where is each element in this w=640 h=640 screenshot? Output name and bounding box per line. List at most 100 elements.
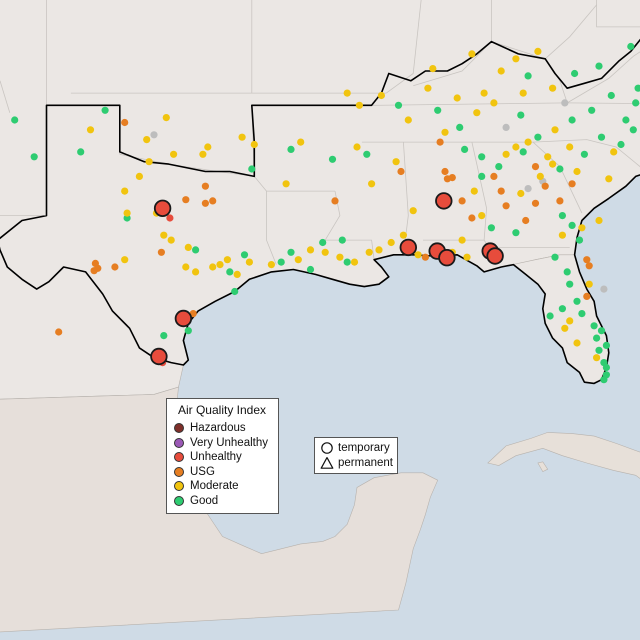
monitor-point-usg[interactable] bbox=[182, 196, 190, 204]
monitor-point-usg[interactable] bbox=[201, 182, 209, 190]
monitor-point-moderate[interactable] bbox=[377, 91, 385, 100]
monitor-point-moderate[interactable] bbox=[549, 160, 557, 168]
monitor-point-good[interactable] bbox=[487, 224, 495, 232]
monitor-point-moderate[interactable] bbox=[145, 158, 153, 166]
monitor-point-good[interactable] bbox=[456, 123, 464, 131]
monitor-point-good[interactable] bbox=[632, 99, 640, 107]
monitor-point-good[interactable] bbox=[563, 268, 571, 276]
monitor-point-moderate[interactable] bbox=[517, 189, 525, 198]
monitor-point-moderate[interactable] bbox=[216, 261, 224, 269]
monitor-point-good[interactable] bbox=[517, 111, 525, 119]
monitor-point-moderate[interactable] bbox=[566, 143, 574, 151]
monitor-point-usg[interactable] bbox=[157, 248, 165, 256]
monitor-point-no-data[interactable] bbox=[502, 123, 510, 131]
monitor-point-usg[interactable] bbox=[568, 180, 576, 188]
monitor-point-good[interactable] bbox=[495, 163, 503, 171]
monitor-point-unhealthy-temporary[interactable] bbox=[438, 249, 456, 267]
monitor-point-good[interactable] bbox=[512, 229, 520, 237]
monitor-point-moderate[interactable] bbox=[184, 243, 192, 251]
monitor-point-good[interactable] bbox=[595, 346, 603, 354]
monitor-point-moderate[interactable] bbox=[490, 99, 498, 107]
monitor-point-good[interactable] bbox=[617, 140, 625, 149]
monitor-point-usg[interactable] bbox=[55, 328, 63, 336]
monitor-point-good[interactable] bbox=[287, 248, 295, 256]
monitor-point-good[interactable] bbox=[231, 287, 239, 296]
monitor-point-usg[interactable] bbox=[441, 167, 449, 176]
monitor-point-unhealthy-temporary[interactable] bbox=[150, 347, 168, 366]
monitor-point-moderate[interactable] bbox=[573, 167, 581, 176]
monitor-point-good[interactable] bbox=[600, 376, 608, 384]
monitor-point-good[interactable] bbox=[287, 145, 295, 153]
monitor-point-usg[interactable] bbox=[121, 118, 129, 127]
monitor-point-moderate[interactable] bbox=[392, 158, 400, 166]
monitor-point-good[interactable] bbox=[627, 42, 635, 51]
monitor-point-moderate[interactable] bbox=[355, 101, 363, 109]
monitor-point-good[interactable] bbox=[319, 238, 327, 247]
monitor-point-moderate[interactable] bbox=[566, 317, 574, 325]
monitor-point-good[interactable] bbox=[602, 341, 611, 349]
monitor-point-moderate[interactable] bbox=[223, 256, 231, 264]
monitor-point-moderate[interactable] bbox=[199, 150, 207, 158]
monitor-point-good[interactable] bbox=[519, 148, 527, 156]
monitor-point-good[interactable] bbox=[590, 322, 598, 330]
monitor-point-unhealthy-temporary[interactable] bbox=[399, 238, 418, 257]
monitor-point-moderate[interactable] bbox=[578, 224, 586, 232]
monitor-point-moderate[interactable] bbox=[143, 136, 151, 144]
monitor-point-moderate[interactable] bbox=[399, 231, 407, 239]
monitor-point-moderate[interactable] bbox=[365, 248, 373, 256]
monitor-point-moderate[interactable] bbox=[238, 133, 246, 141]
monitor-point-usg[interactable] bbox=[90, 267, 98, 275]
monitor-point-usg[interactable] bbox=[331, 197, 339, 205]
monitor-point-moderate[interactable] bbox=[573, 339, 581, 347]
monitor-point-good[interactable] bbox=[551, 253, 559, 261]
monitor-point-good[interactable] bbox=[524, 72, 532, 80]
monitor-point-moderate[interactable] bbox=[424, 84, 432, 92]
monitor-point-moderate[interactable] bbox=[585, 280, 593, 288]
monitor-point-moderate[interactable] bbox=[409, 207, 417, 215]
monitor-point-good[interactable] bbox=[568, 116, 576, 124]
monitor-point-good[interactable] bbox=[578, 310, 586, 318]
monitor-point-good[interactable] bbox=[461, 145, 469, 153]
monitor-point-usg[interactable] bbox=[397, 167, 405, 176]
monitor-point-moderate[interactable] bbox=[480, 89, 488, 97]
monitor-point-good[interactable] bbox=[556, 165, 564, 173]
monitor-point-good[interactable] bbox=[534, 133, 542, 141]
monitor-point-moderate[interactable] bbox=[458, 236, 466, 244]
monitor-point-good[interactable] bbox=[597, 327, 606, 335]
monitor-point-moderate[interactable] bbox=[182, 263, 190, 271]
monitor-point-moderate[interactable] bbox=[170, 150, 178, 158]
monitor-point-moderate[interactable] bbox=[549, 84, 557, 92]
monitor-point-unhealthy-temporary[interactable] bbox=[435, 192, 453, 210]
monitor-point-moderate[interactable] bbox=[343, 89, 351, 97]
monitor-point-good[interactable] bbox=[595, 62, 603, 70]
monitor-point-good[interactable] bbox=[558, 212, 567, 220]
monitor-point-usg[interactable] bbox=[583, 292, 591, 300]
monitor-point-moderate[interactable] bbox=[453, 94, 461, 102]
monitor-point-moderate[interactable] bbox=[350, 258, 359, 266]
monitor-point-good[interactable] bbox=[575, 236, 584, 244]
monitor-point-good[interactable] bbox=[394, 101, 403, 109]
monitor-point-moderate[interactable] bbox=[544, 153, 552, 161]
monitor-point-moderate[interactable] bbox=[336, 253, 344, 261]
monitor-point-moderate[interactable] bbox=[404, 116, 412, 124]
monitor-point-good[interactable] bbox=[571, 69, 579, 78]
monitor-point-good[interactable] bbox=[558, 305, 567, 313]
monitor-point-good[interactable] bbox=[629, 126, 637, 134]
monitor-point-moderate[interactable] bbox=[368, 180, 376, 188]
monitor-point-moderate[interactable] bbox=[595, 216, 603, 225]
monitor-point-moderate[interactable] bbox=[414, 251, 422, 259]
monitor-point-moderate[interactable] bbox=[297, 138, 305, 146]
monitor-point-good[interactable] bbox=[338, 236, 346, 244]
monitor-point-good[interactable] bbox=[573, 297, 581, 305]
monitor-point-good[interactable] bbox=[478, 153, 486, 161]
monitor-point-moderate[interactable] bbox=[375, 246, 383, 254]
monitor-point-moderate[interactable] bbox=[86, 126, 95, 134]
monitor-point-moderate[interactable] bbox=[321, 248, 329, 256]
monitor-point-good[interactable] bbox=[226, 268, 234, 276]
monitor-point-moderate[interactable] bbox=[245, 258, 253, 266]
monitor-point-moderate[interactable] bbox=[233, 270, 241, 278]
monitor-point-moderate[interactable] bbox=[123, 209, 131, 217]
monitor-point-good[interactable] bbox=[580, 150, 589, 158]
monitor-point-moderate[interactable] bbox=[536, 172, 544, 180]
